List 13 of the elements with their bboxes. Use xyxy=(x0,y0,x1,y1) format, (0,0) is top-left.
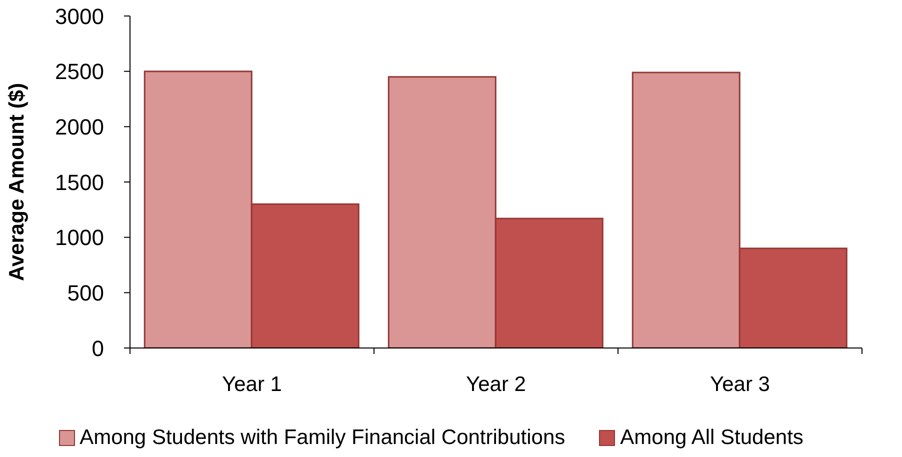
x-tick-label: Year 3 xyxy=(710,372,770,396)
y-tick-label: 1500 xyxy=(55,170,104,195)
legend-label: Among All Students xyxy=(620,426,804,450)
y-tick-label: 2000 xyxy=(55,114,104,140)
x-tick-label: Year 1 xyxy=(222,372,282,396)
y-axis-title: Average Amount ($) xyxy=(5,83,28,281)
y-tick-label: 1000 xyxy=(55,225,104,250)
y-tick-label: 2500 xyxy=(55,59,104,84)
y-tick-label: 0 xyxy=(92,336,104,361)
x-tick-label: Year 2 xyxy=(466,372,526,396)
y-tick-label: 500 xyxy=(67,280,104,306)
y-tick-label: 3000 xyxy=(55,4,104,29)
legend-label: Among Students with Family Financial Contributions xyxy=(80,426,566,450)
